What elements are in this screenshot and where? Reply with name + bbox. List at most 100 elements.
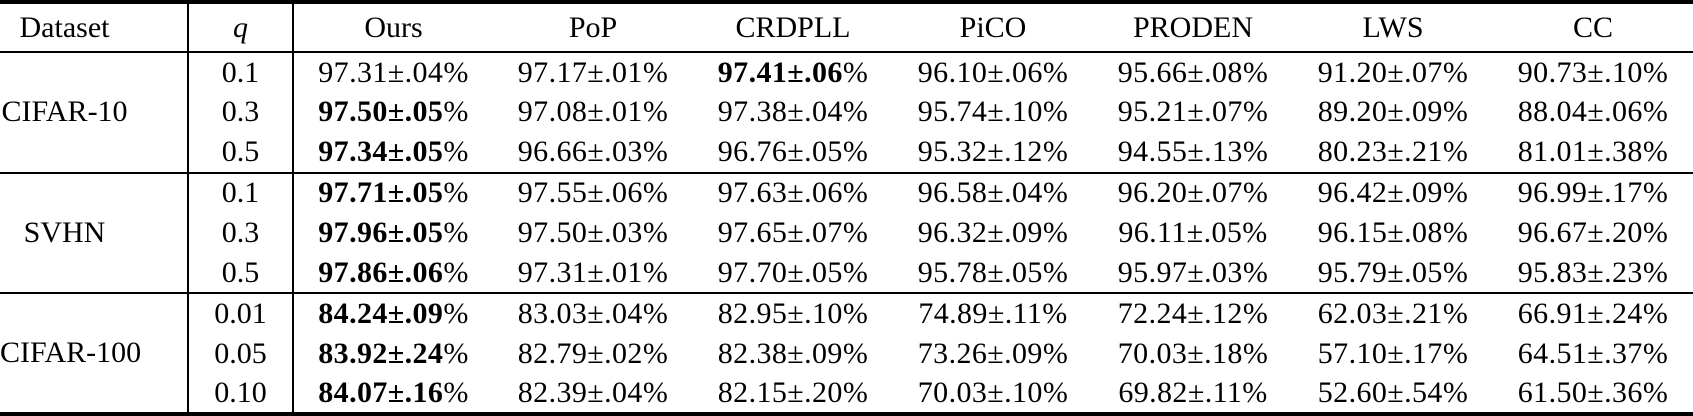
- percent-sign: %: [1042, 296, 1068, 330]
- result-value-best: 83.92±.24: [318, 336, 444, 370]
- percent-sign: %: [1642, 296, 1669, 330]
- result-cell-crdpll: 82.38±.09%: [693, 334, 893, 374]
- q-value: 0.10: [188, 373, 294, 414]
- result-cell-ours: 97.34±.05%: [293, 132, 493, 174]
- percent-sign: %: [1442, 95, 1469, 129]
- result-value: 95.97±.03: [1117, 255, 1243, 289]
- percent-sign: %: [443, 296, 469, 330]
- result-cell-lws: 96.42±.09%: [1293, 173, 1493, 213]
- result-cell-cc: 95.83±.23%: [1493, 253, 1693, 295]
- q-value: 0.5: [188, 132, 294, 174]
- result-value: 82.95±.10: [717, 296, 843, 330]
- percent-sign: %: [1442, 176, 1469, 210]
- result-value: 57.10±.17: [1317, 336, 1443, 370]
- result-value: 95.74±.10: [917, 95, 1043, 129]
- percent-sign: %: [1042, 375, 1069, 409]
- result-value: 70.03±.10: [917, 375, 1043, 409]
- result-cell-ours: 84.07±.16%: [293, 374, 493, 414]
- table-row: 0.3 97.96±.05% 97.50±.03% 97.65±.07% 96.32±.…: [0, 212, 1693, 254]
- result-value: 73.26±.09: [917, 336, 1043, 370]
- result-value-best: 84.07±.16: [318, 375, 444, 409]
- result-cell-cc: 66.91±.24%: [1493, 293, 1693, 333]
- percent-sign: %: [443, 215, 469, 249]
- result-value: 72.24±.12: [1117, 296, 1243, 330]
- result-cell-pico: 73.26±.09%: [893, 334, 1093, 374]
- result-value: 96.20±.07: [1117, 176, 1243, 210]
- result-value: 69.82±.11: [1118, 375, 1243, 409]
- percent-sign: %: [1042, 336, 1069, 370]
- result-value-best: 97.41±.06: [717, 55, 843, 89]
- result-cell-lws: 52.60±.54%: [1293, 374, 1493, 414]
- result-cell-pop: 97.08±.01%: [493, 92, 693, 132]
- result-value: 82.38±.09: [717, 336, 843, 370]
- q-value: 0.1: [188, 172, 294, 213]
- result-cell-crdpll: 97.38±.04%: [693, 92, 893, 132]
- percent-sign: %: [642, 55, 669, 89]
- result-cell-lws: 91.20±.07%: [1293, 52, 1493, 92]
- q-value: 0.01: [188, 293, 294, 334]
- result-value: 96.58±.04: [917, 176, 1043, 210]
- percent-sign: %: [1642, 375, 1669, 409]
- percent-sign: %: [642, 375, 669, 409]
- table-row: 0.3 97.50±.05% 97.08±.01% 97.38±.04% 95.74±.…: [0, 92, 1693, 133]
- dataset-label: CIFAR-10: [0, 52, 189, 174]
- percent-sign: %: [1242, 255, 1269, 289]
- result-cell-proden: 94.55±.13%: [1093, 132, 1293, 174]
- result-value: 82.15±.20: [717, 375, 843, 409]
- percent-sign: %: [1642, 135, 1669, 169]
- q-value: 0.5: [188, 253, 294, 295]
- result-value-best: 97.50±.05: [318, 95, 444, 129]
- result-cell-crdpll: 96.76±.05%: [693, 132, 893, 174]
- result-value: 52.60±.54: [1317, 375, 1443, 409]
- result-value: 81.01±.38: [1517, 135, 1643, 169]
- percent-sign: %: [443, 375, 469, 409]
- dataset-label: CIFAR-100: [0, 293, 189, 414]
- result-value: 97.17±.01: [517, 55, 643, 89]
- table-row: 0.05 83.92±.24% 82.79±.02% 82.38±.09% 73.26±…: [0, 333, 1693, 374]
- result-cell-proden: 96.11±.05%: [1093, 213, 1293, 253]
- q-value: 0.3: [188, 92, 294, 133]
- percent-sign: %: [1242, 55, 1269, 89]
- result-cell-crdpll: 97.63±.06%: [693, 173, 893, 213]
- result-cell-ours: 83.92±.24%: [293, 334, 493, 374]
- result-value-best: 97.86±.06: [318, 255, 444, 289]
- result-cell-pop: 82.39±.04%: [493, 374, 693, 414]
- result-value: 89.20±.09: [1317, 95, 1443, 129]
- q-value: 0.05: [188, 333, 294, 374]
- percent-sign: %: [443, 176, 469, 210]
- percent-sign: %: [1042, 215, 1069, 249]
- column-header-q: q: [188, 2, 294, 53]
- percent-sign: %: [1642, 255, 1669, 289]
- percent-sign: %: [1242, 215, 1268, 249]
- result-cell-ours: 97.96±.05%: [293, 213, 493, 253]
- result-value: 80.23±.21: [1317, 135, 1443, 169]
- percent-sign: %: [1042, 95, 1069, 129]
- result-value: 88.04±.06: [1517, 95, 1643, 129]
- result-cell-cc: 96.99±.17%: [1493, 173, 1693, 213]
- percent-sign: %: [443, 55, 469, 89]
- percent-sign: %: [842, 255, 869, 289]
- percent-sign: %: [1242, 95, 1269, 129]
- percent-sign: %: [842, 296, 869, 330]
- result-value: 97.63±.06: [717, 176, 843, 210]
- result-cell-proden: 95.21±.07%: [1093, 92, 1293, 132]
- result-value: 95.21±.07: [1117, 95, 1243, 129]
- percent-sign: %: [1042, 55, 1069, 89]
- result-value: 66.91±.24: [1517, 296, 1643, 330]
- result-value-best: 97.71±.05: [318, 176, 444, 210]
- result-cell-pop: 97.55±.06%: [493, 173, 693, 213]
- result-cell-pop: 97.31±.01%: [493, 253, 693, 295]
- result-cell-cc: 88.04±.06%: [1493, 92, 1693, 132]
- result-cell-proden: 69.82±.11%: [1093, 374, 1293, 414]
- column-header-lws: LWS: [1293, 2, 1493, 53]
- result-value: 64.51±.37: [1517, 336, 1643, 370]
- percent-sign: %: [642, 255, 669, 289]
- result-cell-cc: 61.50±.36%: [1493, 374, 1693, 414]
- result-cell-lws: 95.79±.05%: [1293, 253, 1493, 295]
- percent-sign: %: [642, 336, 669, 370]
- percent-sign: %: [1042, 135, 1069, 169]
- result-cell-proden: 95.66±.08%: [1093, 52, 1293, 92]
- table-row: 0.5 97.86±.06% 97.31±.01% 97.70±.05% 95.78±.…: [0, 253, 1693, 295]
- dataset-label: SVHN: [0, 172, 189, 295]
